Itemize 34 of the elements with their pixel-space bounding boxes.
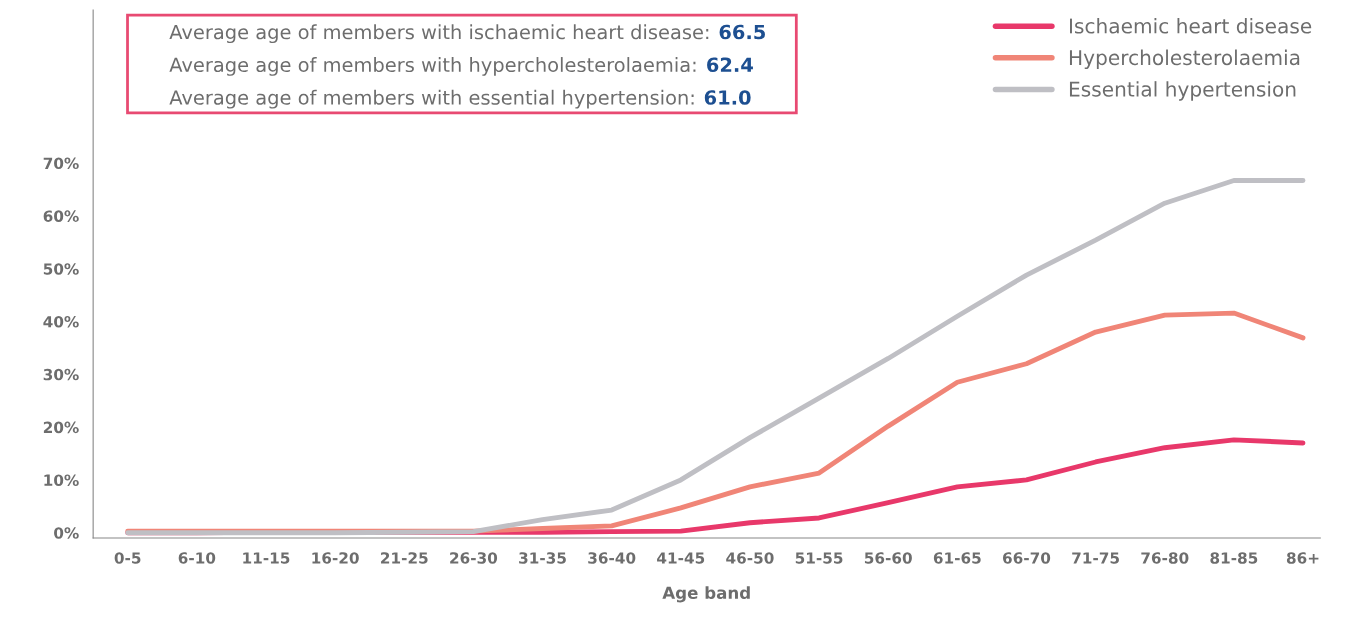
x-tick-label: 51-55 (795, 552, 843, 564)
x-tick-label: 6-10 (178, 552, 216, 564)
x-tick-label: 0-5 (114, 552, 141, 564)
x-tick-label: 76-80 (1141, 552, 1189, 564)
annotation: Average age of members with hypercholesterolaemia: 62.4 (169, 57, 753, 76)
legend-label: Hypercholesterolaemia (1069, 49, 1300, 70)
y-tick-label: 70% (43, 157, 79, 170)
x-tick-label: 11-15 (243, 552, 290, 564)
annotation: Average age of members with ischaemic heart disease: 66.5 (169, 24, 765, 44)
x-tick-label: 66-70 (1002, 552, 1051, 564)
y-tick-label: 60% (43, 210, 79, 222)
x-tick-label: 71-75 (1072, 552, 1119, 564)
y-tick-label: 20% (43, 421, 79, 434)
x-tick-label: 16-20 (312, 552, 359, 564)
x-tick-label: 36-40 (588, 552, 636, 564)
x-tick-label: 61-65 (933, 552, 981, 564)
y-tick-label: 30% (43, 368, 79, 381)
y-tick-label: 40% (43, 315, 79, 328)
line-series (125, 178, 1306, 536)
y-tick-label: 10% (44, 474, 79, 486)
x-tick-label: 46-50 (726, 552, 774, 564)
x-tick-label: 21-25 (381, 552, 428, 564)
x-axis-title: Age band (662, 586, 750, 603)
x-tick-label: 56-60 (864, 552, 912, 564)
y-tick-label: 0% (54, 527, 79, 539)
x-tick-label: 86+ (1286, 552, 1319, 564)
legend-label: Essential hypertension (1069, 81, 1296, 101)
x-tick-label: 81-85 (1210, 552, 1258, 564)
y-tick-label: 50% (43, 263, 79, 275)
x-tick-label: 41-45 (657, 552, 705, 564)
legend-label: Ischaemic heart disease (1069, 18, 1312, 34)
x-tick-label: 26-30 (450, 552, 498, 564)
x-tick-label: 31-35 (519, 552, 566, 564)
annotation: Average age of members with essential hypertension: 61.0 (169, 89, 751, 109)
